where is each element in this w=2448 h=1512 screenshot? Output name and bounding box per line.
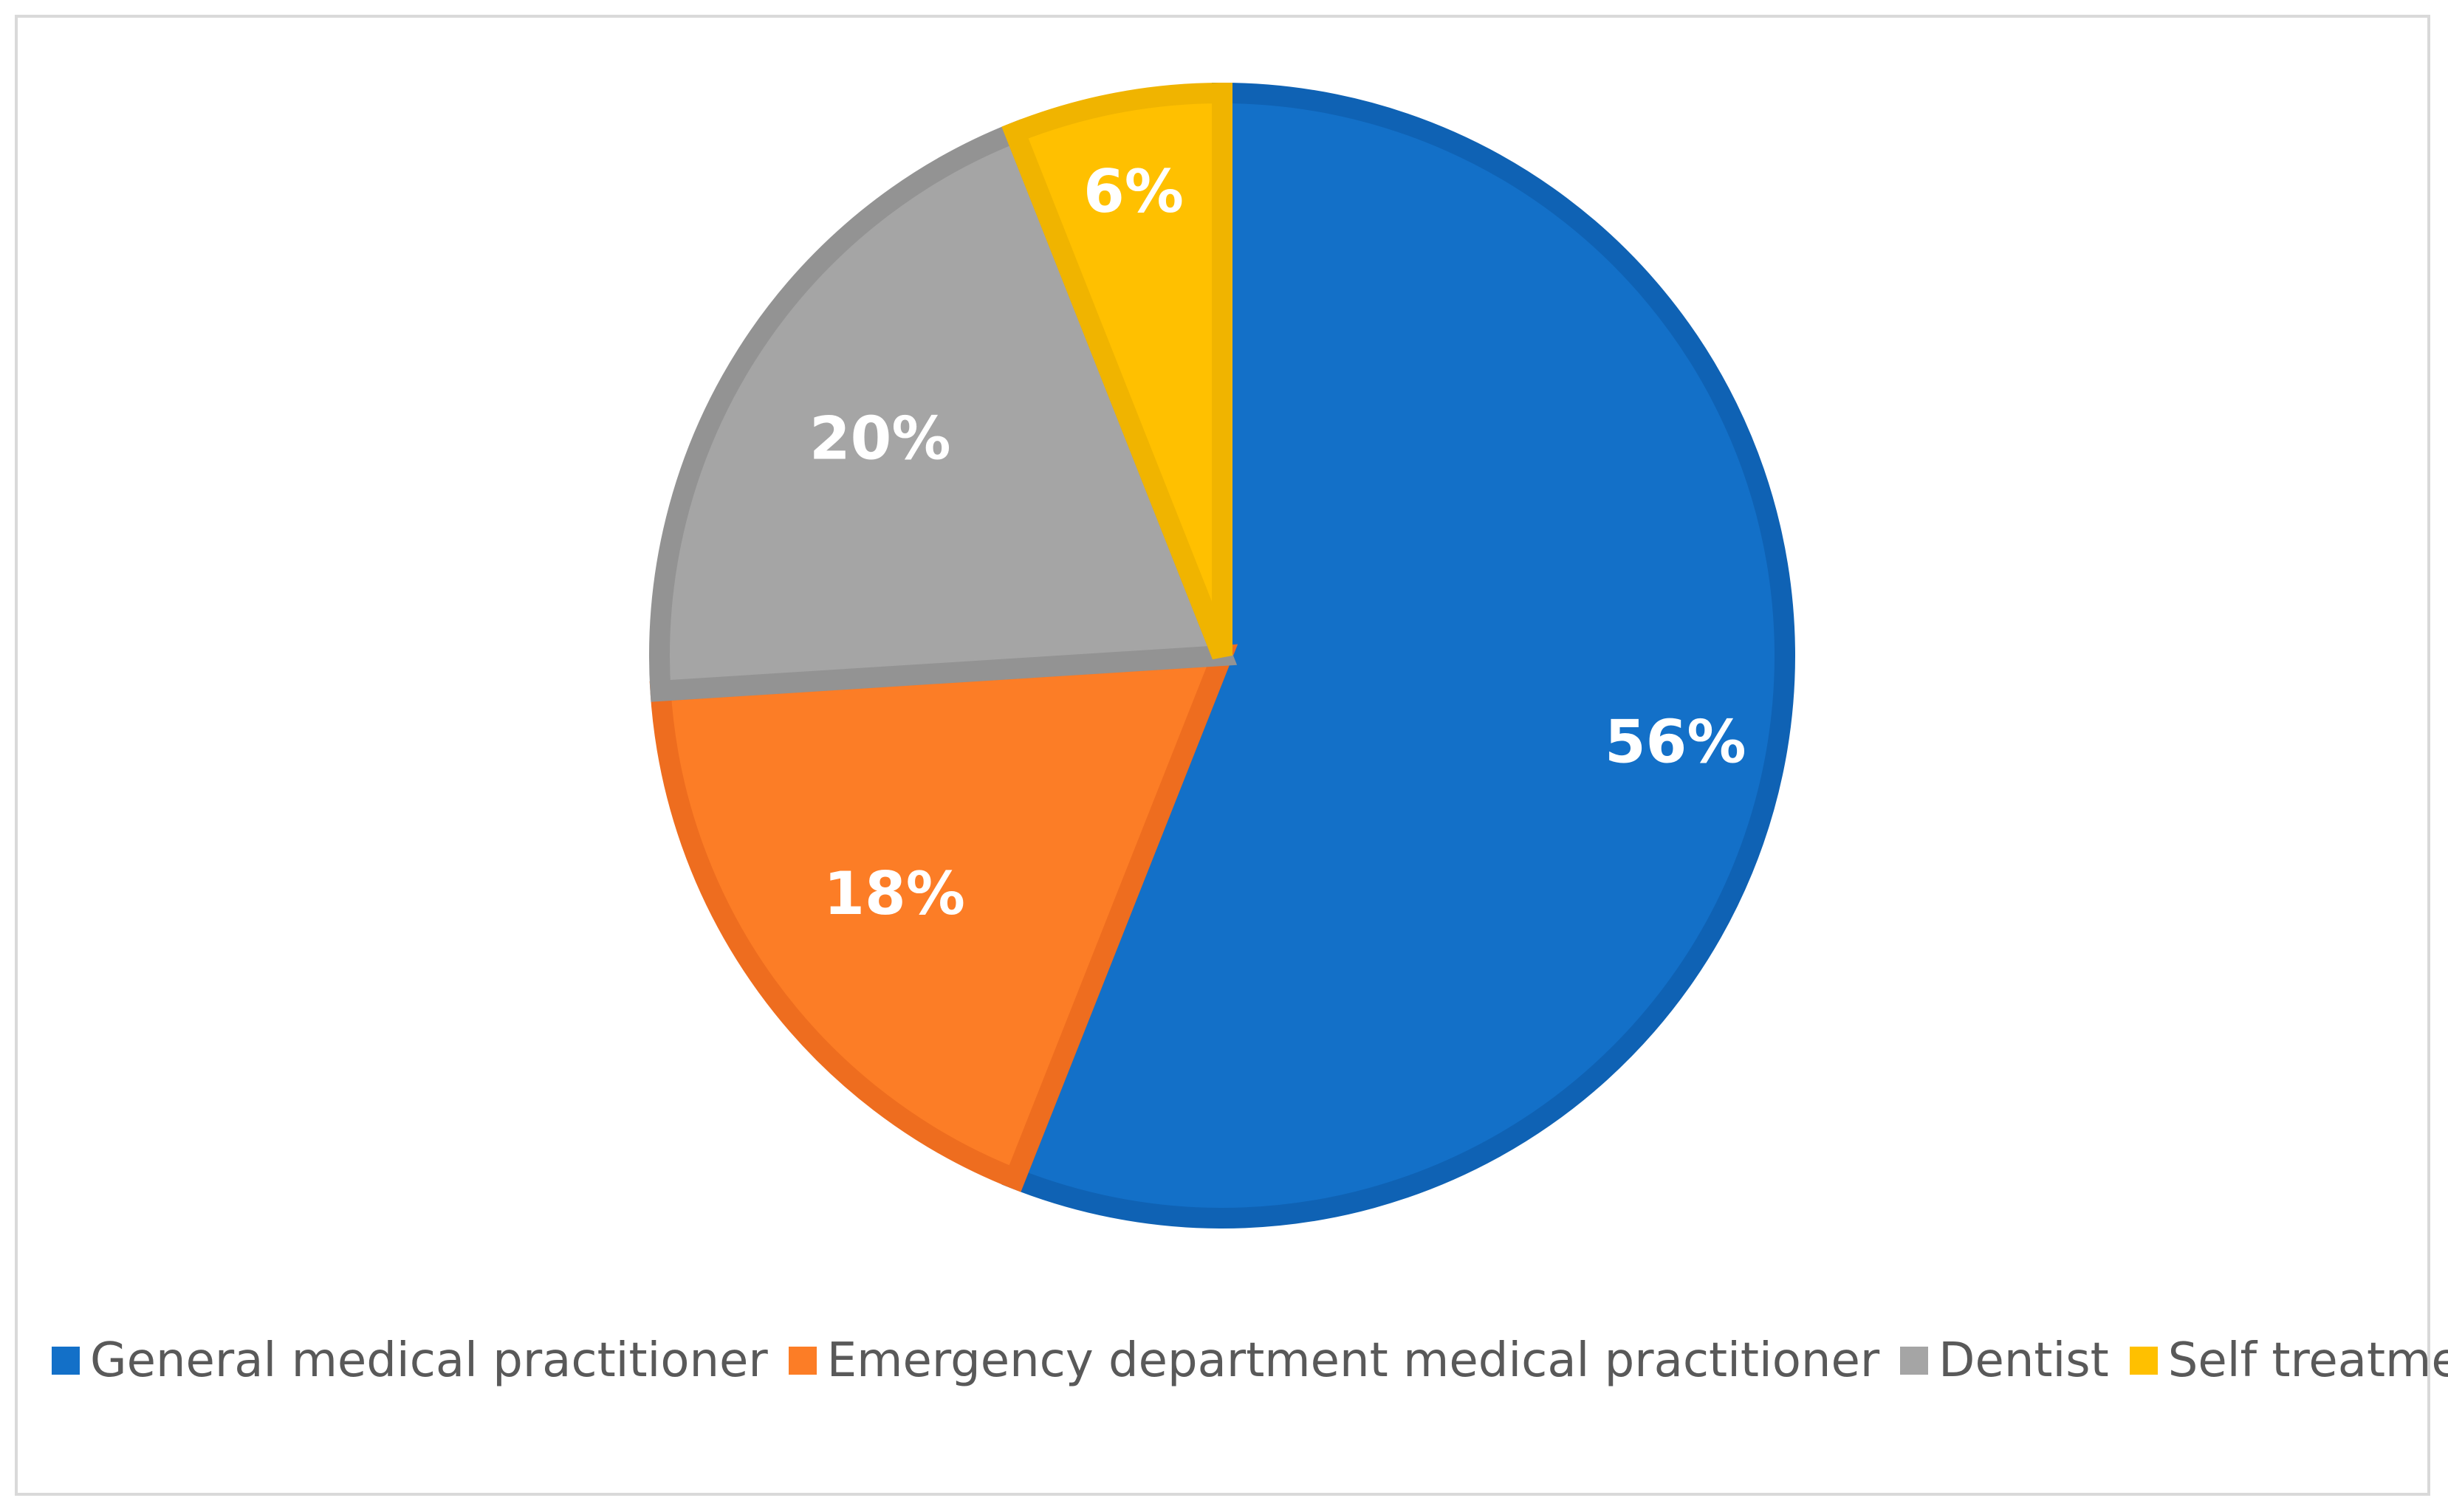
legend-label: Emergency department medical practitione… <box>826 1333 1880 1388</box>
legend-swatch <box>52 1347 80 1375</box>
legend-swatch <box>1900 1347 1929 1375</box>
data-label-dentist: 20% <box>809 405 950 473</box>
legend-swatch <box>788 1347 817 1375</box>
legend-label: General medical practitioner <box>90 1333 768 1388</box>
legend-item-emergency-department-medical-practitioner[interactable]: Emergency department medical practitione… <box>788 1333 1880 1388</box>
legend-item-general-medical-practitioner[interactable]: General medical practitioner <box>52 1333 768 1388</box>
pie-slice-general-medical-practitioner[interactable] <box>1001 82 1795 1228</box>
legend: General medical practitioner Emergency d… <box>52 1327 2448 1394</box>
legend-label: Self treatment <box>2167 1333 2448 1388</box>
data-label-emergency-department-medical-practitioner: 18% <box>823 859 964 928</box>
legend-item-dentist[interactable]: Dentist <box>1900 1333 2109 1388</box>
legend-label: Dentist <box>1938 1333 2109 1388</box>
pie-slice-emergency-department-medical-practitioner[interactable] <box>649 644 1238 1192</box>
data-label-general-medical-practitioner: 56% <box>1605 708 1746 777</box>
pie-slice-dentist[interactable] <box>649 119 1238 702</box>
data-label-self-treatment: 6% <box>1083 157 1184 226</box>
legend-swatch <box>2129 1347 2158 1375</box>
pie-slice-self-treatment[interactable] <box>1001 82 1232 660</box>
legend-item-self-treatment[interactable]: Self treatment <box>2129 1333 2448 1388</box>
